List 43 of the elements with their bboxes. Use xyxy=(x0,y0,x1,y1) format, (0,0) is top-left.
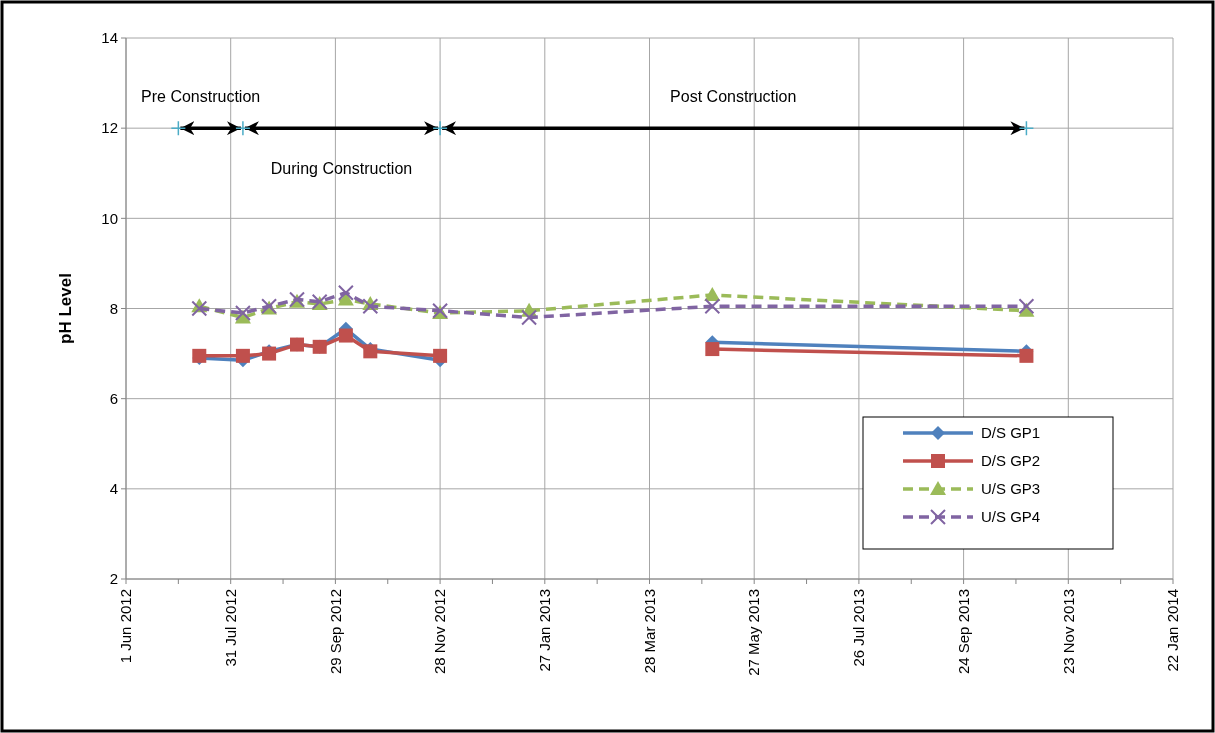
y-tick-label: 4 xyxy=(109,480,118,498)
x-tick-label: 24 Sep 2013 xyxy=(954,589,972,675)
point xyxy=(1018,298,1035,315)
point xyxy=(705,342,720,357)
x-tick-label: 28 Nov 2012 xyxy=(431,589,449,675)
y-tick-label: 14 xyxy=(101,29,118,47)
point xyxy=(235,120,251,136)
x-tick-label: 22 Jan 2014 xyxy=(1164,589,1182,672)
point xyxy=(433,348,448,363)
legend-label: U/S GP3 xyxy=(981,480,1041,498)
y-tick-label: 10 xyxy=(101,209,118,227)
y-tick-label: 12 xyxy=(101,119,118,137)
legend-label: D/S GP2 xyxy=(981,452,1041,470)
legend-label: D/S GP1 xyxy=(981,424,1041,442)
point xyxy=(191,300,208,317)
x-tick-label: 31 Jul 2012 xyxy=(221,589,239,667)
legend-label: U/S GP4 xyxy=(981,508,1041,526)
point xyxy=(362,298,379,315)
point xyxy=(235,348,250,363)
x-tick-label: 29 Sep 2012 xyxy=(326,589,344,675)
point xyxy=(338,328,353,343)
y-tick-label: 8 xyxy=(109,299,118,317)
point xyxy=(432,120,448,136)
point xyxy=(1019,348,1034,363)
x-tick-label: 27 Jan 2013 xyxy=(536,589,554,672)
annotation: Post Construction xyxy=(670,87,797,105)
point xyxy=(521,309,538,326)
point xyxy=(704,286,721,301)
annotation: During Construction xyxy=(270,159,413,177)
annotation: Pre Construction xyxy=(141,87,261,105)
point xyxy=(170,120,187,136)
point xyxy=(1018,120,1035,136)
point xyxy=(704,298,721,315)
x-tick-label: 26 Jul 2013 xyxy=(850,589,868,667)
x-tick-label: 27 May 2013 xyxy=(745,589,763,676)
y-axis-title: pH Level xyxy=(56,273,75,344)
y-tick-label: 6 xyxy=(109,389,118,407)
point xyxy=(234,305,251,322)
x-tick-label: 28 Mar 2013 xyxy=(640,589,658,674)
x-tick-label: 23 Nov 2013 xyxy=(1059,589,1077,675)
point xyxy=(337,284,354,301)
x-tick-label: 1 Jun 2012 xyxy=(117,589,135,664)
y-tick-label: 2 xyxy=(109,570,118,588)
